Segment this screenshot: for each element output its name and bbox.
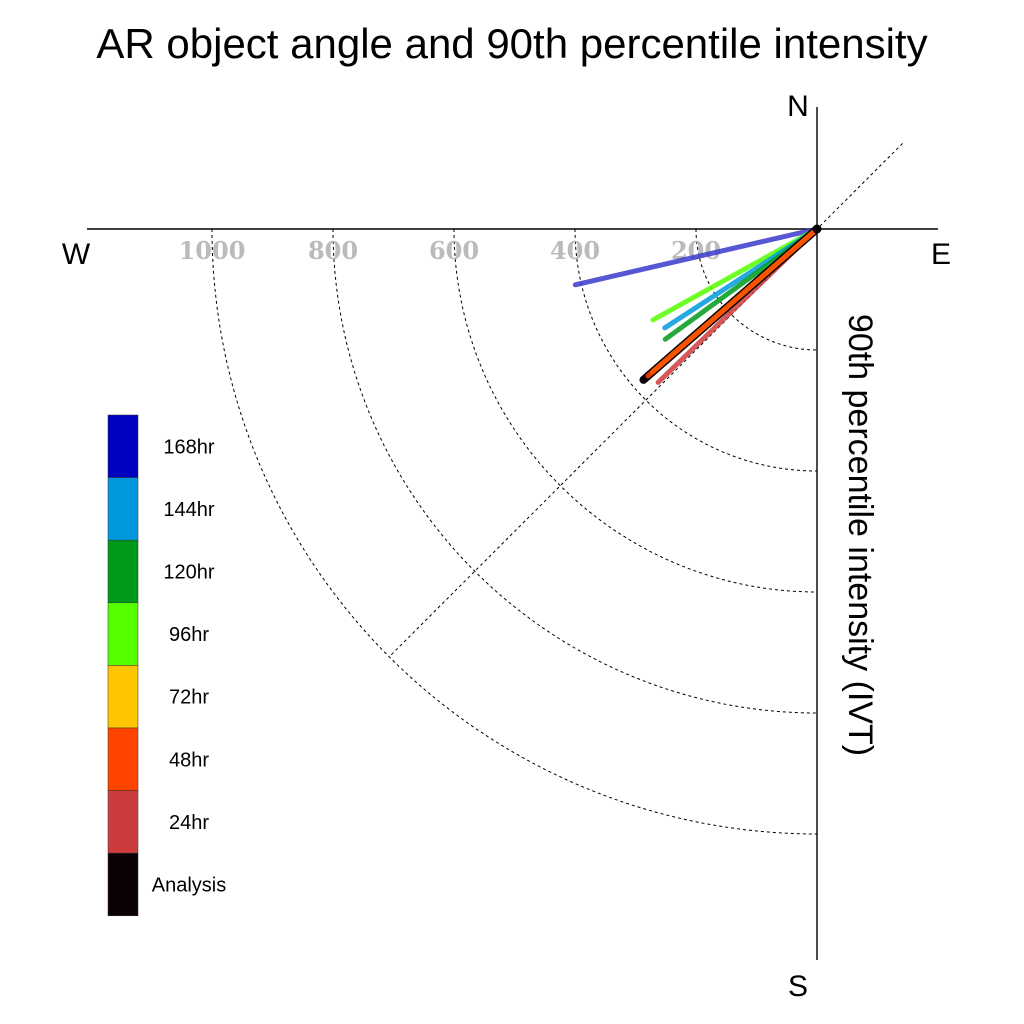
legend-label: 120hr [163,562,214,584]
legend-swatch [107,414,139,478]
legend-label: 168hr [163,436,214,458]
radial-tick-label: 600 [429,236,479,265]
legend-swatch [107,727,139,791]
origin-point [812,224,822,234]
series-vector-168hr [572,226,820,288]
west-label: W [62,238,91,271]
legend-swatch [107,539,139,604]
legend-swatch [107,602,139,666]
radial-tick-label: 400 [550,236,600,265]
legend-label: 96hr [169,624,209,646]
radial-tick-label: 1000 [179,236,246,265]
legend-label: 48hr [169,749,209,771]
legend-label: 144hr [163,499,214,521]
legend-swatch [107,477,139,541]
legend-swatch [107,665,139,729]
grid-arc [332,228,818,714]
legend-swatch [107,790,139,854]
legend: 168hr 144hr 120hr 96hr 72hr 48hr 24hr Analysis [107,414,226,917]
legend-label: Analysis [152,875,226,897]
diagonal-reference-line [388,143,903,658]
y-axis-label: 90th percentile intensity (IVT) [841,314,879,756]
east-label: E [931,238,951,271]
legend-swatch [107,852,139,917]
series-vector-48hr [645,226,820,379]
grid-arc [453,228,818,593]
legend-label: 72hr [169,687,209,709]
south-label: S [788,970,808,1003]
series-group [572,225,821,385]
radial-tick-label: 800 [308,236,358,265]
chart-title: AR object angle and 90th percentile inte… [96,20,927,67]
north-label: N [787,90,809,123]
legend-label: 24hr [169,812,209,834]
grid-arc [211,228,818,835]
